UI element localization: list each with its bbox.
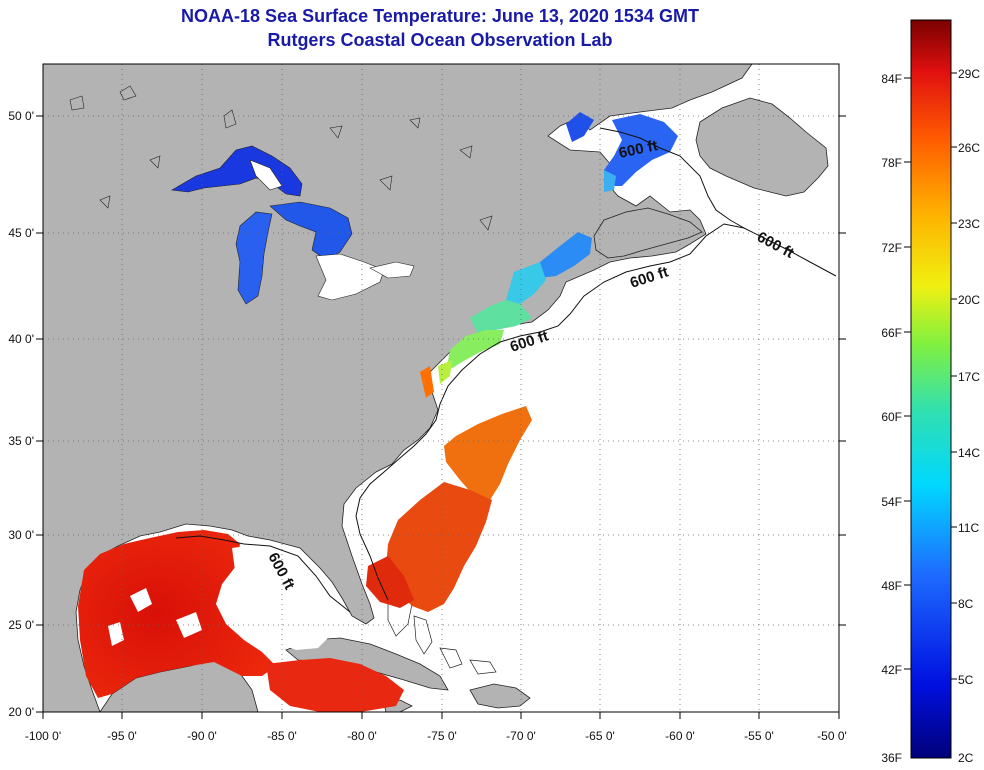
colorbar-f-label: 48F <box>881 579 902 593</box>
lon-label: -75 0' <box>427 729 457 743</box>
colorbar-f-label: 84F <box>881 72 902 86</box>
map-subtitle: Rutgers Coastal Ocean Observation Lab <box>267 30 613 50</box>
inland-lakes <box>69 85 493 231</box>
isobath-600ft-gulf <box>175 535 351 613</box>
great-lakes <box>171 145 415 305</box>
lon-label: -80 0' <box>347 729 377 743</box>
colorbar-c-label: 29C <box>958 67 980 81</box>
colorbar-c-label: 20C <box>958 293 980 307</box>
colorbar-c-label: 11C <box>958 521 979 535</box>
lon-label: -100 0' <box>25 729 61 743</box>
colorbar-f-label: 78F <box>881 156 902 170</box>
isobath-600ft-gulf-st-lawrence <box>599 127 745 229</box>
colorbar-c-label: 5C <box>958 673 974 687</box>
colorbar-c-label: 8C <box>958 597 974 611</box>
lat-label: 50 0' <box>8 109 34 123</box>
colorbar-c-label: 23C <box>958 217 980 231</box>
graticule <box>43 64 839 712</box>
colorbar-c-label: 17C <box>958 370 980 384</box>
colorbar-ticks <box>904 72 957 680</box>
atlantic-warm-sst <box>366 406 532 612</box>
isobath-600ft <box>355 223 837 601</box>
colorbar-f-label: 66F <box>881 326 902 340</box>
lon-label: -90 0' <box>187 729 217 743</box>
map-frame <box>42 63 840 713</box>
land-newfoundland <box>695 97 829 197</box>
gulf-of-mexico-sst <box>78 530 404 712</box>
colorbar-f-label: 54F <box>881 495 902 509</box>
lon-label: -55 0' <box>744 729 774 743</box>
lat-label: 45 0' <box>8 226 34 240</box>
lon-label: -70 0' <box>506 729 536 743</box>
lat-label: 30 0' <box>8 528 34 542</box>
st-lawrence-sst <box>566 112 678 192</box>
land-north-america <box>43 64 753 712</box>
colorbar-f-label: 42F <box>881 663 902 677</box>
lat-label: 20 0' <box>8 705 34 719</box>
colorbar-f-label: 72F <box>881 241 902 255</box>
colorbar-c-label: 2C <box>958 751 974 765</box>
map-title: NOAA-18 Sea Surface Temperature: June 13… <box>181 6 699 26</box>
lon-label: -85 0' <box>267 729 297 743</box>
colorbar-f-label: 60F <box>881 410 902 424</box>
land-hispaniola <box>469 683 531 709</box>
colorbar-f-label: 36F <box>881 751 902 765</box>
lon-label: -50 0' <box>817 729 847 743</box>
lat-label: 40 0' <box>8 332 34 346</box>
shelf-sst <box>420 232 592 398</box>
lon-label: -65 0' <box>585 729 615 743</box>
colorbar-c-label: 26C <box>958 141 980 155</box>
axis-ticks <box>36 115 846 719</box>
lat-label: 25 0' <box>8 618 34 632</box>
lon-label: -60 0' <box>665 729 695 743</box>
lat-label: 35 0' <box>8 434 34 448</box>
colorbar-c-label: 14C <box>958 446 980 460</box>
lon-label: -95 0' <box>107 729 137 743</box>
colorbar <box>910 19 952 759</box>
